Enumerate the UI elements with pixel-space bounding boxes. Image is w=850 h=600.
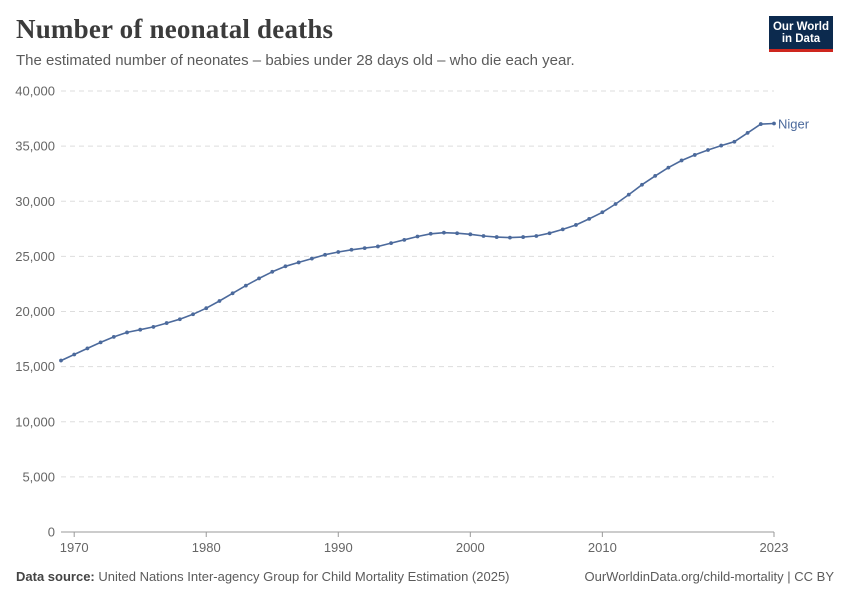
series-label-niger: Niger: [778, 117, 810, 132]
data-point: [270, 269, 275, 274]
chart-subtitle: The estimated number of neonates – babie…: [16, 52, 575, 69]
x-tick-label: 1980: [192, 540, 221, 555]
data-point: [375, 244, 380, 249]
data-point: [666, 165, 671, 170]
data-point: [125, 330, 129, 335]
data-point: [508, 235, 512, 240]
data-source: Data source: United Nations Inter-agency…: [16, 569, 510, 584]
data-point: [389, 241, 393, 246]
data-point: [481, 234, 486, 238]
data-point: [428, 231, 433, 236]
data-point: [402, 237, 407, 242]
data-point: [151, 325, 156, 329]
data-point: [349, 247, 354, 252]
x-axis: 1970 1980 1990 2000 2010 2023: [60, 531, 789, 555]
y-tick-label: 5,000: [22, 469, 55, 484]
data-point: [560, 227, 565, 232]
data-point: [296, 260, 301, 265]
data-point: [283, 264, 288, 269]
data-point: [323, 252, 327, 257]
grid-lines: [61, 90, 774, 478]
data-point: [732, 139, 737, 144]
data-point: [613, 202, 618, 206]
y-tick-label: 0: [48, 525, 55, 540]
y-tick-label: 40,000: [15, 84, 55, 99]
data-point: [534, 234, 539, 238]
data-point: [72, 352, 77, 357]
data-point: [98, 340, 103, 345]
data-point: [59, 358, 63, 363]
logo-line-1: Our World: [772, 21, 829, 33]
data-point: [217, 299, 222, 303]
data-point: [758, 122, 763, 126]
x-tick-label: 1970: [60, 540, 89, 555]
data-point: [626, 192, 631, 197]
data-point: [243, 283, 248, 288]
data-point: [138, 327, 143, 332]
data-point: [653, 173, 658, 178]
logo-line-2: in Data: [781, 33, 821, 45]
data-point: [204, 306, 209, 311]
y-tick-label: 10,000: [15, 414, 55, 429]
data-point: [521, 235, 526, 239]
data-point: [257, 276, 261, 281]
series-line-niger: [60, 122, 775, 362]
data-point: [85, 346, 90, 351]
x-tick-label: 1990: [324, 540, 353, 555]
data-point: [772, 121, 776, 126]
data-point: [494, 235, 499, 239]
data-source-label: Data source:: [16, 569, 95, 584]
data-point: [706, 148, 710, 152]
chart-title: Number of neonatal deaths: [16, 14, 334, 44]
series-layer: Niger: [59, 117, 810, 363]
data-point: [745, 130, 750, 135]
data-point: [692, 153, 697, 157]
data-point: [336, 250, 341, 254]
data-point: [640, 182, 644, 187]
data-point: [600, 210, 605, 215]
data-point: [455, 231, 460, 236]
data-point: [679, 158, 684, 163]
data-point: [415, 234, 420, 239]
data-source-text: United Nations Inter-agency Group for Ch…: [98, 569, 510, 584]
data-point: [191, 312, 195, 317]
y-tick-label: 30,000: [15, 194, 55, 209]
y-tick-label: 25,000: [15, 249, 55, 264]
data-point: [587, 216, 592, 221]
data-point: [309, 256, 314, 261]
data-point: [230, 291, 235, 296]
x-tick-label: 2023: [760, 540, 789, 555]
data-point: [547, 231, 552, 236]
owid-logo[interactable]: Our World in Data: [769, 16, 833, 52]
y-tick-label: 35,000: [15, 139, 55, 154]
data-point: [442, 230, 446, 235]
data-point: [177, 317, 182, 322]
source-link[interactable]: OurWorldinData.org/child-mortality | CC …: [584, 569, 835, 584]
x-tick-label: 2010: [588, 540, 617, 555]
data-point: [468, 232, 473, 237]
y-tick-label: 20,000: [15, 304, 55, 319]
y-axis-tick-labels: 0 5,000 10,000 15,000 20,000 25,000 30,000 35,0…: [15, 84, 55, 540]
data-point: [362, 246, 367, 251]
data-point: [719, 143, 724, 148]
data-point: [574, 223, 578, 227]
x-tick-label: 2000: [456, 540, 485, 555]
data-point: [111, 334, 116, 339]
y-tick-label: 15,000: [15, 359, 55, 374]
data-point: [164, 321, 169, 325]
